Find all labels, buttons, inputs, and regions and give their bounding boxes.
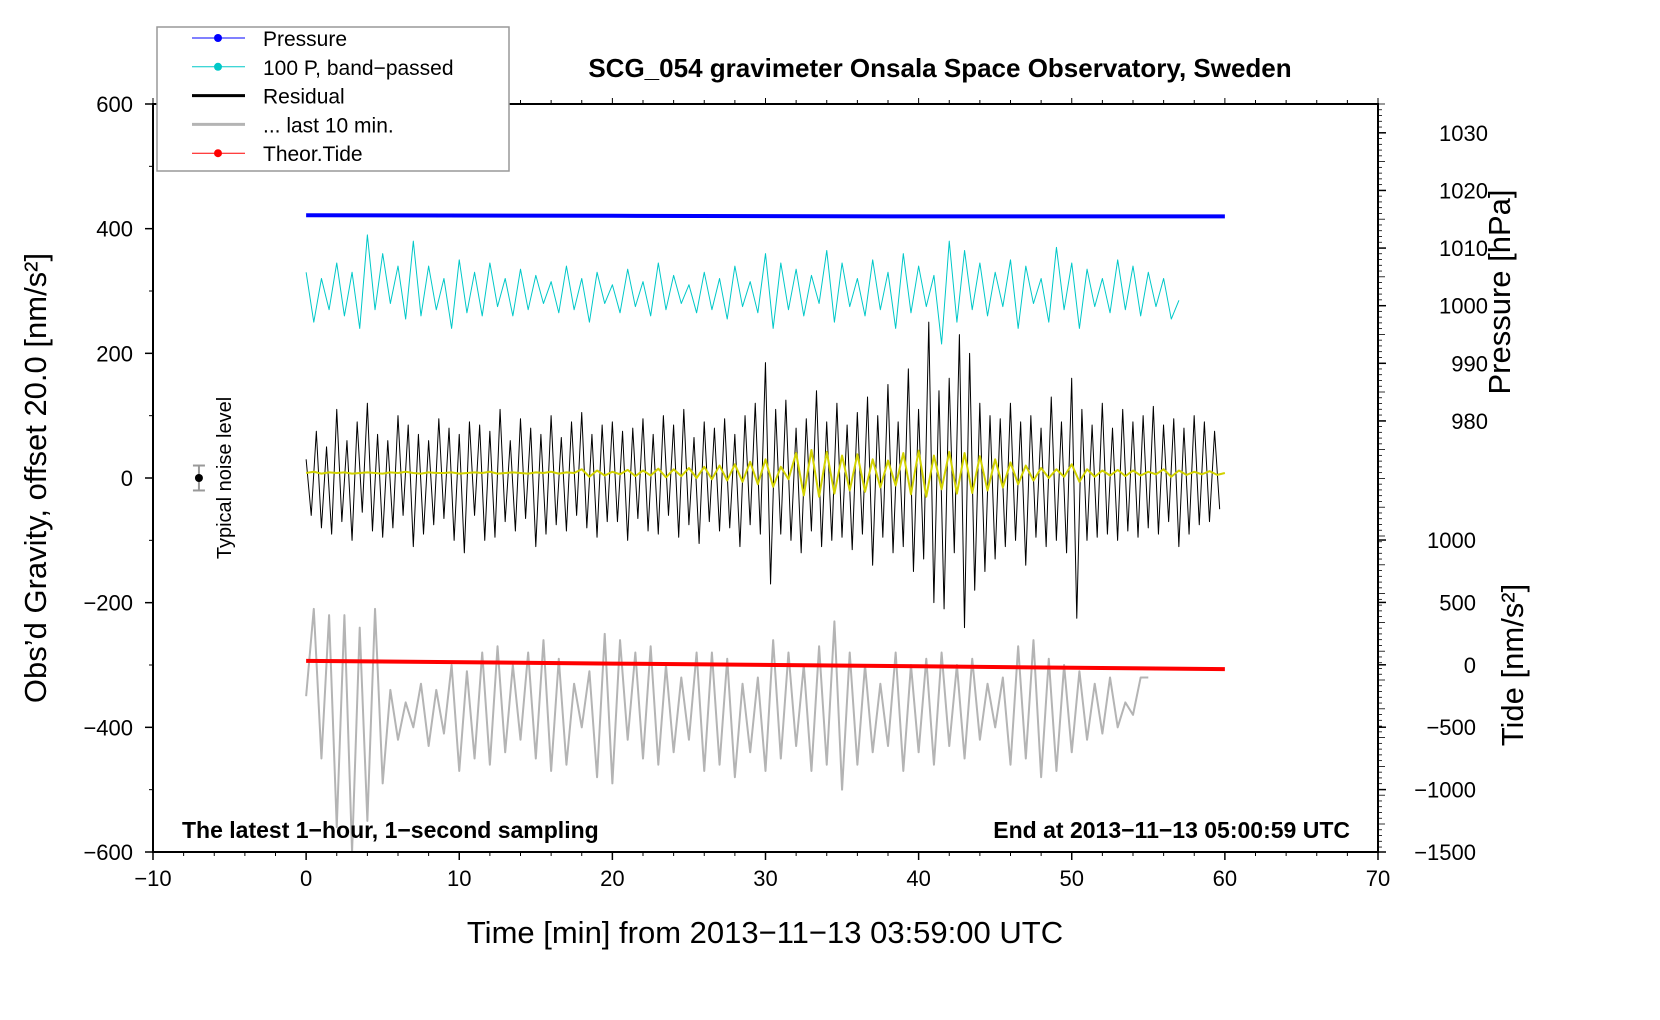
pressure-tick-label: 1030 (1439, 121, 1488, 146)
legend-label: Theor.Tide (263, 143, 363, 166)
y-axis-label: Obs’d Gravity, offset 20.0 [nm/s²] (18, 253, 53, 703)
pressure-tick-label: 1000 (1439, 294, 1488, 319)
legend-label: 100 P, band−passed (263, 57, 454, 80)
pressure-tick-label: 1010 (1439, 236, 1488, 261)
y-tick-label: −600 (83, 840, 133, 865)
series-line-theor-tide (306, 658, 1225, 672)
legend-marker (214, 62, 222, 71)
noise-level-label: Typical noise level (214, 397, 236, 559)
x-tick-label: −10 (134, 866, 171, 891)
series-line-residual-smoothed (305, 448, 1226, 498)
tide-tick-label: 0 (1464, 653, 1476, 678)
legend-marker (214, 34, 222, 42)
x-tick-label: 40 (906, 866, 930, 891)
pressure-tick-label: 1020 (1439, 178, 1488, 203)
legend-label: Pressure (263, 28, 347, 51)
series-line-residual (305, 321, 1221, 629)
pressure-axis-label: Pressure [hPa] (1482, 189, 1517, 394)
y-tick-label: 0 (121, 466, 133, 491)
tide-tick-label: −1500 (1414, 840, 1476, 865)
y-tick-label: −200 (83, 591, 133, 616)
annotation-end-time: End at 2013−11−13 05:00:59 UTC (993, 817, 1350, 843)
series-line-100-p-band-passed (305, 234, 1180, 345)
x-axis-label: Time [min] from 2013−11−13 03:59:00 UTC (467, 915, 1063, 950)
legend-marker (214, 149, 222, 158)
tide-axis-label: Tide [nm/s²] (1495, 584, 1530, 747)
noise-level-point (194, 474, 203, 482)
series-line-pressure (306, 213, 1225, 219)
y-tick-label: 400 (96, 217, 133, 242)
x-tick-label: 70 (1366, 866, 1390, 891)
legend-box (156, 26, 510, 172)
pressure-tick-label: 990 (1451, 351, 1488, 376)
y-tick-label: −400 (83, 715, 133, 740)
legend-label: ... last 10 min. (263, 114, 394, 137)
x-tick-label: 50 (1060, 866, 1084, 891)
legend-label: Residual (263, 86, 345, 109)
x-tick-label: 0 (300, 866, 312, 891)
chart-title: SCG_054 gravimeter Onsala Space Observat… (588, 53, 1291, 83)
x-tick-label: 10 (447, 866, 471, 891)
y-tick-label: 200 (96, 341, 133, 366)
pressure-tick-label: 980 (1451, 409, 1488, 434)
tide-tick-label: 500 (1439, 590, 1476, 615)
y-tick-label: 600 (96, 92, 133, 117)
tide-tick-label: 1000 (1427, 528, 1476, 553)
legend: Pressure 100 P, band−passed Residual ... la… (156, 26, 510, 172)
tide-tick-label: −500 (1426, 715, 1476, 740)
x-tick-label: 30 (753, 866, 777, 891)
tide-tick-label: −1000 (1414, 778, 1476, 803)
series-line-last-10-min (305, 607, 1149, 853)
x-tick-label: 20 (600, 866, 624, 891)
x-tick-label: 60 (1213, 866, 1237, 891)
annotation-sampling: The latest 1−hour, 1−second sampling (182, 817, 599, 843)
